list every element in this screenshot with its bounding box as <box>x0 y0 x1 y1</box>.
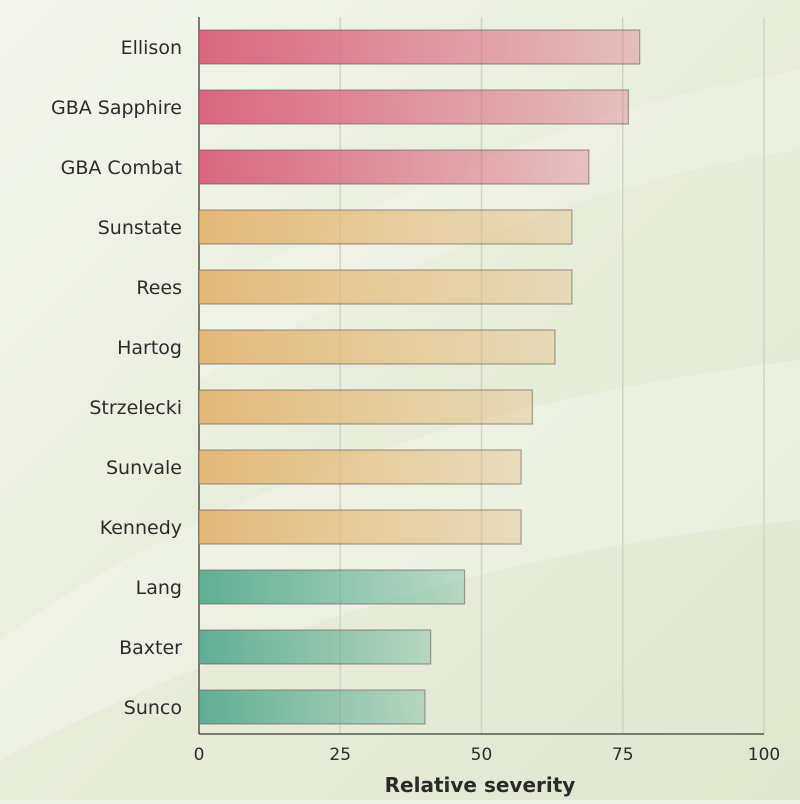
category-label: GBA Sapphire <box>51 97 182 119</box>
x-tick-label: 50 <box>471 745 493 765</box>
category-label: Hartog <box>117 337 182 359</box>
category-label: Sunvale <box>106 457 182 479</box>
bar <box>198 689 426 725</box>
category-labels: Ellison GBA Sapphire GBA Combat Sunstate Ree… <box>51 37 182 719</box>
category-label: Kennedy <box>100 517 182 539</box>
bar <box>198 629 432 665</box>
x-tick-label: 100 <box>748 745 780 765</box>
category-label: Lang <box>136 577 182 599</box>
category-label: Sunstate <box>98 217 182 239</box>
bar <box>198 449 522 485</box>
category-label: Rees <box>136 277 182 299</box>
x-tick-label: 75 <box>612 745 634 765</box>
grid-lines <box>198 17 765 734</box>
x-tick-label: 25 <box>329 745 351 765</box>
category-label: Ellison <box>121 37 182 59</box>
x-axis-title: Relative severity <box>385 773 576 797</box>
category-label: Strzelecki <box>89 397 182 419</box>
category-label: Sunco <box>124 697 182 719</box>
bar <box>198 329 556 365</box>
bar <box>198 509 522 545</box>
category-label: Baxter <box>119 637 182 659</box>
category-label: GBA Combat <box>61 157 182 179</box>
bar <box>198 149 590 185</box>
bar <box>198 89 629 125</box>
x-axis: 0 25 50 75 100 <box>194 733 780 765</box>
bar <box>198 209 573 245</box>
x-tick-label: 0 <box>194 745 205 765</box>
bar <box>198 569 466 605</box>
bar <box>198 269 573 305</box>
bars <box>198 29 641 725</box>
bar <box>198 29 641 65</box>
bar <box>198 389 533 425</box>
